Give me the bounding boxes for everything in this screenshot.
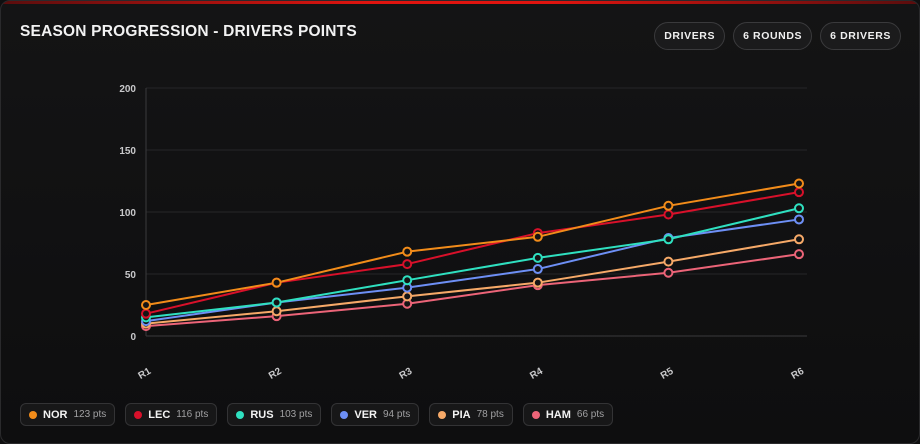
legend-swatch [531,410,540,419]
data-point-pia [271,306,282,317]
data-point-pia [663,256,674,267]
legend-points: 123 pts [73,409,107,420]
pill-driver-count[interactable]: 6 DRIVERS [820,22,901,50]
accent-bar [1,1,919,4]
series-line-rus [145,207,800,319]
data-point-nor [271,277,282,288]
data-point-ver [532,264,543,275]
y-tick-label: 50 [125,270,137,281]
pill-rounds[interactable]: 6 ROUNDS [733,22,813,50]
data-point-nor [402,246,413,257]
data-point-lec [402,259,413,270]
data-point-nor [794,178,804,189]
line-chart: 0 50 100 150 200 R1 R2 R3 R4 R5 R6 [119,84,807,382]
legend-swatch [236,410,245,419]
data-point-nor [532,231,543,242]
series-line-ham [145,253,800,328]
data-point-rus [663,234,674,245]
x-tick-label: R3 [398,366,415,382]
legend-item-ham[interactable]: HAM 66 pts [522,403,614,426]
x-tick-label: R2 [267,366,284,382]
series-line-pia [145,238,800,325]
legend-points: 66 pts [576,409,605,420]
y-tick-label: 100 [119,208,136,219]
data-point-lec [141,308,151,319]
y-tick-label: 0 [130,332,136,343]
data-point-pia [794,234,804,245]
data-point-nor [663,200,674,211]
y-tick-label: 150 [119,146,136,157]
data-point-rus [794,203,804,214]
legend-code: VER [354,408,377,421]
legend-item-ver[interactable]: VER 94 pts [331,403,420,426]
data-point-lec [794,187,804,198]
legend-code: PIA [452,408,471,421]
legend-code: LEC [148,408,171,421]
data-point-nor [141,300,151,310]
legend-swatch [340,410,349,419]
series-line-nor [145,182,800,306]
x-tick-label: R4 [528,366,545,382]
filter-pills: DRIVERS 6 ROUNDS 6 DRIVERS [654,22,901,50]
data-point-rus [271,297,282,308]
legend-points: 103 pts [279,409,313,420]
legend-code: HAM [545,408,571,421]
legend-item-rus[interactable]: RUS 103 pts [227,403,322,426]
x-tick-label: R1 [136,366,153,382]
legend-code: RUS [250,408,274,421]
legend-points: 78 pts [476,409,504,420]
legend-swatch [438,410,447,419]
x-tick-label: R6 [789,366,806,382]
series-line-lec [145,191,800,315]
legend-swatch [134,410,143,419]
data-point-ham [794,249,804,260]
data-point-lec [663,209,674,220]
y-tick-label: 200 [119,84,136,95]
chart-title: SEASON PROGRESSION - DRIVERS POINTS [20,23,357,40]
data-point-pia [532,277,543,288]
legend-points: 94 pts [383,409,411,420]
legend-item-nor[interactable]: NOR 123 pts [20,403,116,426]
legend-points: 116 pts [176,409,209,420]
legend-item-lec[interactable]: LEC 116 pts [125,403,218,426]
data-point-ham [663,267,674,278]
pill-drivers[interactable]: DRIVERS [654,22,726,50]
legend-item-pia[interactable]: PIA 78 pts [429,403,513,426]
legend-swatch [29,410,37,419]
legend-code: NOR [43,408,68,421]
x-tick-label: R5 [659,366,676,382]
data-point-rus [402,275,413,286]
data-point-rus [532,252,543,263]
data-point-pia [402,291,413,302]
data-point-ver [794,214,804,225]
legend: NOR 123 pts LEC 116 pts RUS 103 pts VER 94 p… [20,403,614,426]
